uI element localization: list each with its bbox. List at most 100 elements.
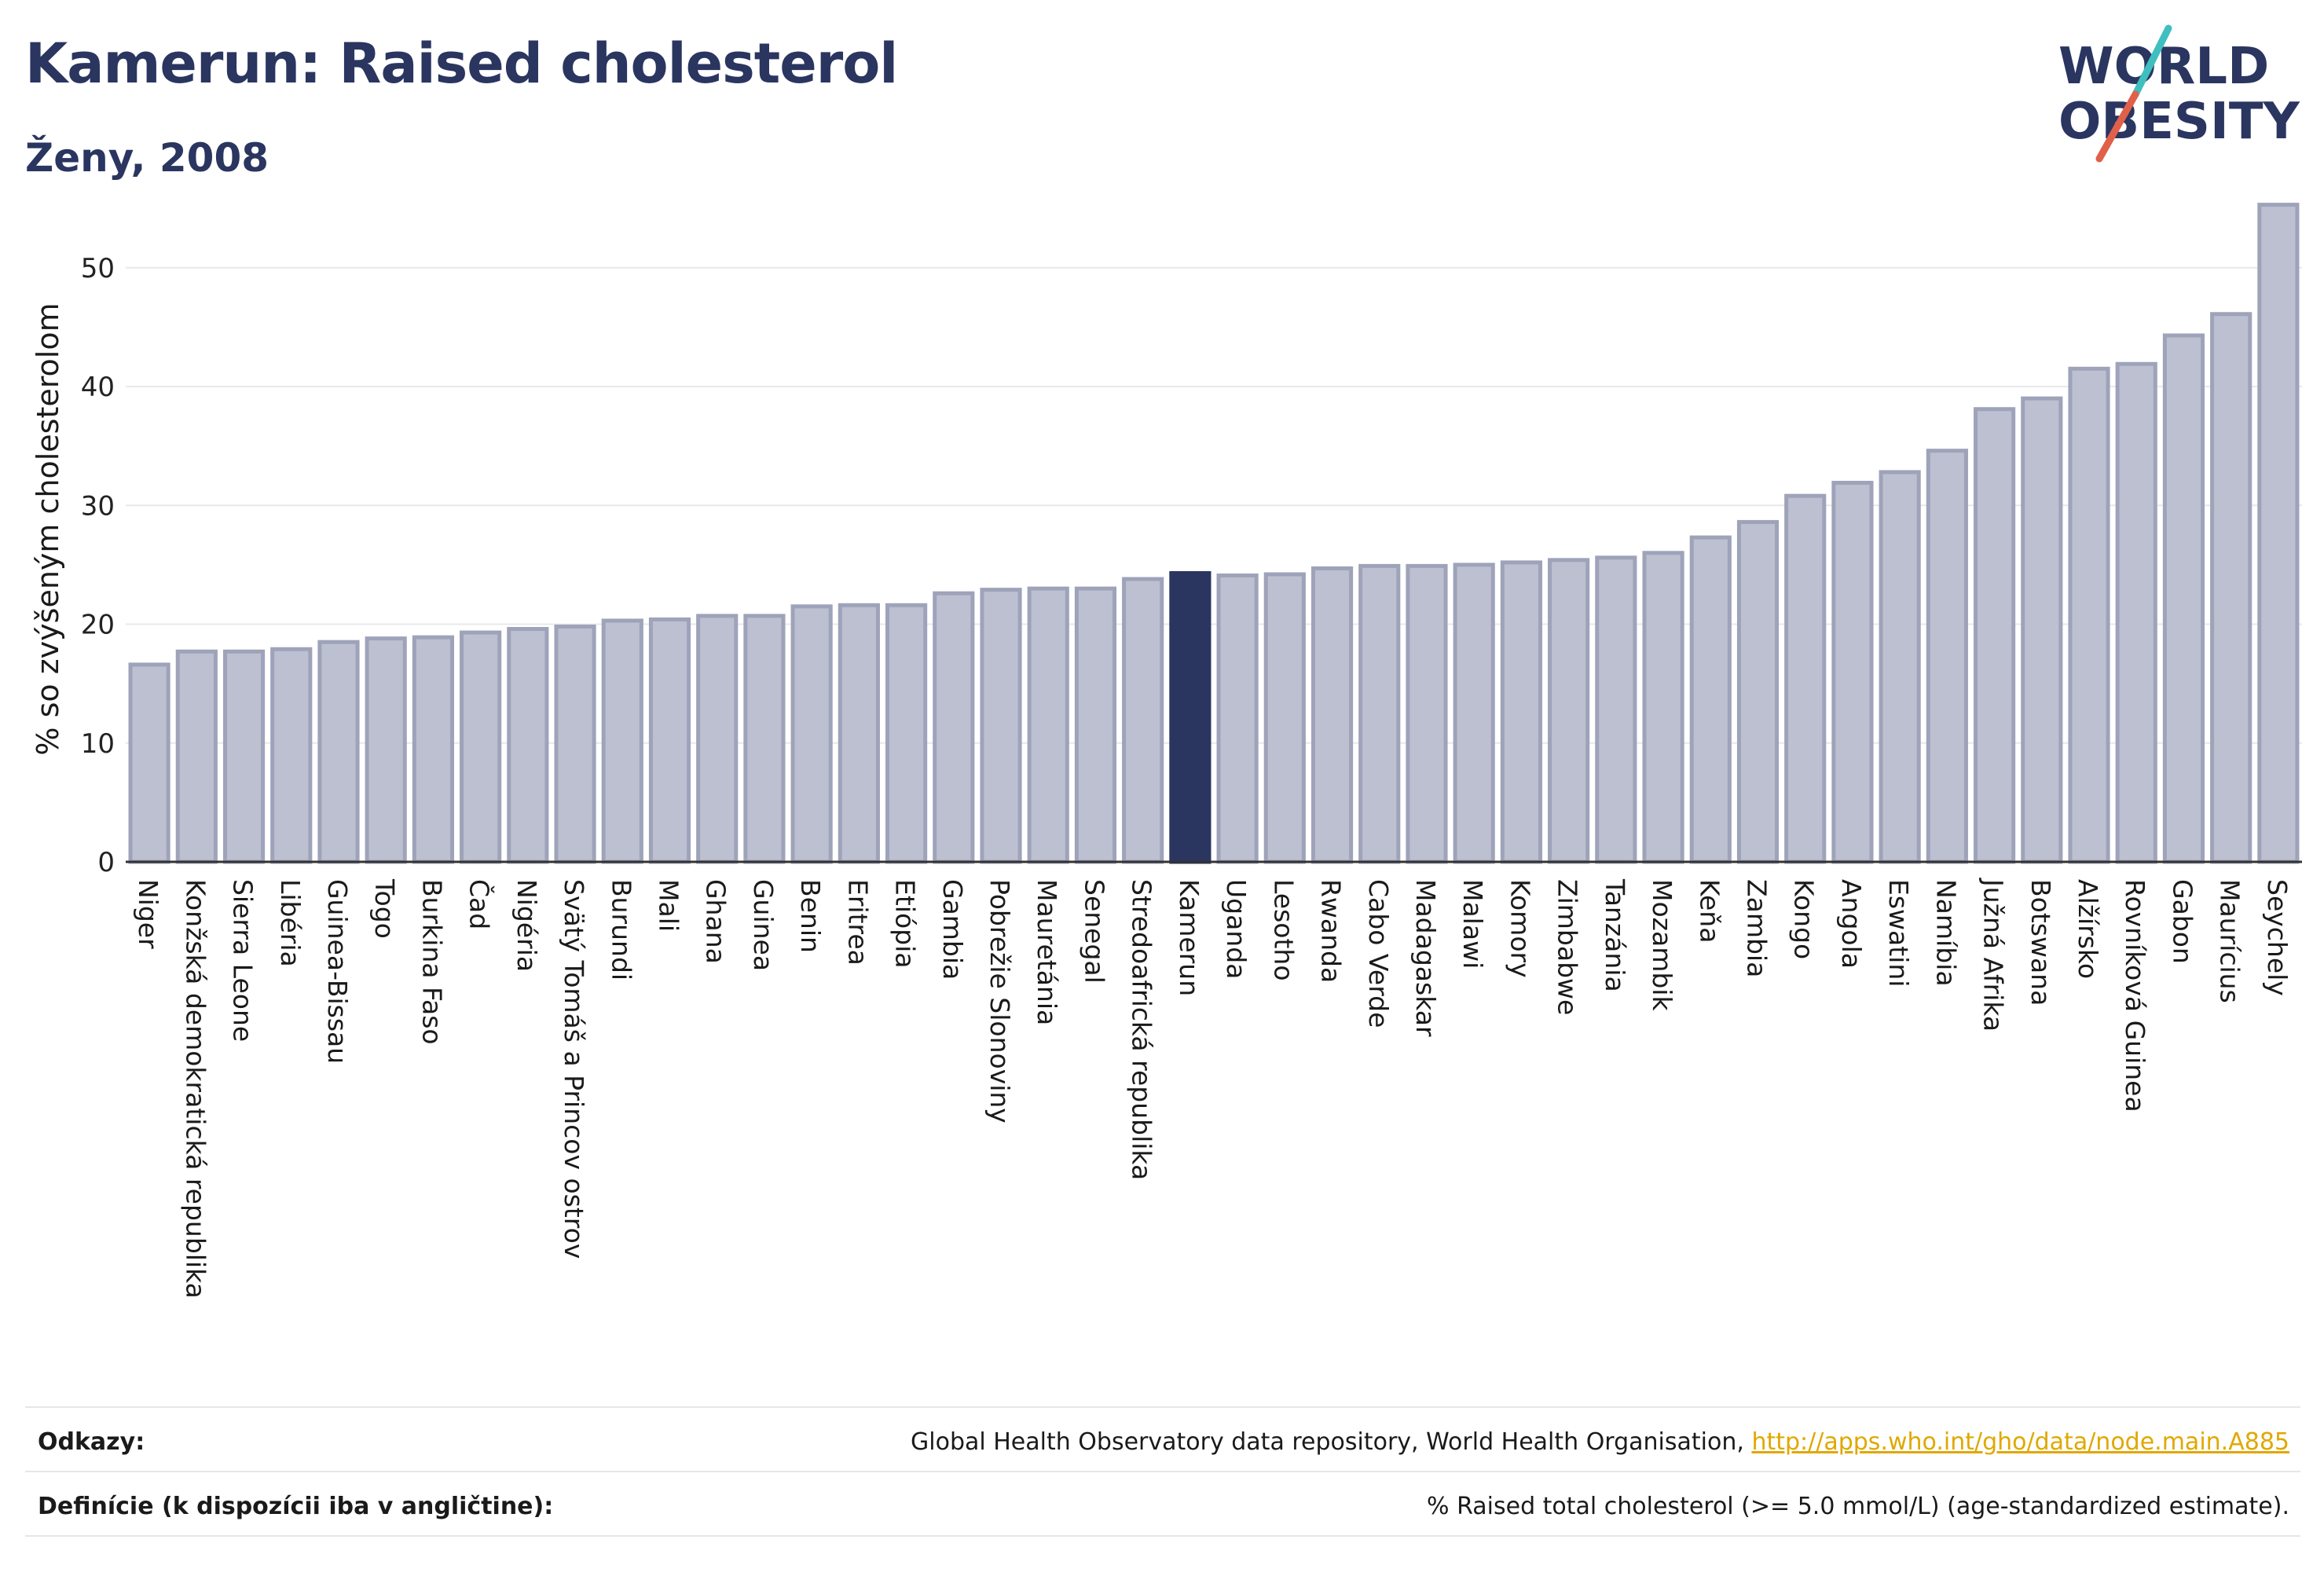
bar <box>2210 312 2253 864</box>
x-tick-label: Gambia <box>937 879 968 980</box>
bar <box>838 603 880 864</box>
bar <box>1879 470 1921 864</box>
x-tick-label: Uganda <box>1221 879 1252 979</box>
x-tick-label: Nigéria <box>511 879 542 972</box>
chart-title: Kamerun: Raised cholesterol <box>25 31 898 96</box>
logo-line2: OBESITY <box>2058 93 2300 151</box>
bar <box>933 591 975 864</box>
x-tick-label: Kongo <box>1789 879 1820 959</box>
x-tick-label: Maurícius <box>2215 879 2245 1003</box>
x-axis-labels: Niger Konžská demokratická republika Sierr… <box>133 878 2293 1299</box>
x-tick-label: Ghana <box>701 879 731 964</box>
bar <box>980 588 1022 864</box>
bar <box>507 627 549 864</box>
bar <box>1595 555 1637 864</box>
bar <box>1689 535 1732 864</box>
x-tick-label: Sierra Leone <box>228 879 258 1042</box>
sources-text: Global Health Observatory data repositor… <box>911 1428 2289 1456</box>
bar <box>2257 203 2300 864</box>
y-axis-title: % so zvýšeným cholesterolom <box>31 302 65 755</box>
bar <box>1548 558 1590 864</box>
bar <box>1074 586 1117 864</box>
x-tick-label: Angola <box>1836 879 1867 969</box>
bar <box>790 604 833 864</box>
bar <box>175 649 218 864</box>
sources-label: Odkazy: <box>38 1428 145 1456</box>
x-tick-label: Lesotho <box>1268 879 1299 981</box>
bar <box>1358 563 1401 864</box>
y-axis: 0 10 20 30 40 50 <box>81 253 115 878</box>
bar <box>601 618 643 864</box>
bar <box>1310 566 1354 864</box>
bar <box>2021 396 2063 864</box>
bar <box>743 614 786 864</box>
y-tick-label: 0 <box>97 847 115 878</box>
x-tick-label: Madagaskar <box>1410 879 1441 1037</box>
y-tick-label: 40 <box>81 372 115 403</box>
x-tick-label: Komory <box>1505 879 1535 978</box>
x-tick-label: Senegal <box>1079 879 1109 984</box>
x-tick-label: Guinea <box>748 879 779 971</box>
x-tick-label: Malawi <box>1457 879 1488 969</box>
sources-description: Global Health Observatory data repositor… <box>911 1428 1752 1456</box>
bar <box>554 625 596 864</box>
bars <box>128 203 2300 864</box>
x-tick-label: Eritrea <box>842 879 873 966</box>
bar <box>1027 586 1069 864</box>
bar <box>2162 333 2205 864</box>
bar <box>1926 449 1968 864</box>
x-tick-label: Burkina Faso <box>416 879 447 1045</box>
bar <box>222 649 266 864</box>
x-tick-label: Pobrežie Slonoviny <box>984 879 1015 1123</box>
bar <box>1974 407 2016 864</box>
bar <box>2068 366 2110 864</box>
x-tick-label: Eswatini <box>1883 879 1914 987</box>
x-tick-label: Guinea-Bissau <box>322 879 353 1064</box>
chart-subtitle: Ženy, 2008 <box>25 135 269 181</box>
x-tick-label: Cabo Verde <box>1363 879 1394 1028</box>
bar <box>270 647 313 864</box>
bar <box>317 640 360 864</box>
bar <box>1406 563 1448 864</box>
y-tick-label: 30 <box>81 490 115 522</box>
x-tick-label: Namíbia <box>1930 879 1961 987</box>
x-tick-label: Čad <box>464 879 496 929</box>
x-tick-label: Južná Afrika <box>1978 878 2009 1032</box>
y-tick-label: 20 <box>81 610 115 641</box>
bar <box>885 603 928 864</box>
x-tick-label: Rovníková Guinea <box>2120 879 2150 1112</box>
bar <box>1263 572 1306 864</box>
x-tick-label: Stredoafrická republika <box>1127 879 1157 1180</box>
x-tick-label: Mauretánia <box>1032 879 1062 1025</box>
x-tick-label: Keňa <box>1694 879 1725 943</box>
bar <box>1500 560 1542 864</box>
bar <box>648 617 691 864</box>
footer-divider-top <box>25 1406 2300 1408</box>
x-tick-label: Mali <box>654 879 684 932</box>
x-tick-label: Niger <box>133 879 163 949</box>
definitions-text: % Raised total cholesterol (>= 5.0 mmol/… <box>1427 1493 2289 1520</box>
x-tick-label: Togo <box>369 878 400 939</box>
x-tick-label: Libéria <box>275 879 306 967</box>
sources-link[interactable]: http://apps.who.int/gho/data/node.main.A… <box>1751 1428 2289 1456</box>
x-tick-label: Botswana <box>2025 879 2056 1006</box>
x-tick-label: Kamerun <box>1174 879 1204 996</box>
footer-divider-bottom <box>25 1535 2300 1537</box>
bar <box>1784 493 1827 864</box>
bar <box>412 635 455 864</box>
footer-divider-middle <box>25 1471 2300 1472</box>
definitions-label: Definície (k dispozícii iba v angličtine… <box>38 1493 554 1520</box>
x-tick-label: Alžírsko <box>2073 879 2103 979</box>
x-tick-label: Gabon <box>2167 879 2198 964</box>
logo-slash-bottom <box>2095 90 2139 163</box>
logo-line1: WORLD <box>2058 38 2269 96</box>
x-tick-label: Benin <box>795 879 826 953</box>
bar <box>1831 481 1874 864</box>
x-tick-label: Zambia <box>1742 879 1772 977</box>
bar-chart: 0 10 20 30 40 50 Niger Konžská demokratická re… <box>31 203 2302 1299</box>
y-tick-label: 50 <box>81 253 115 284</box>
bar <box>2115 361 2157 864</box>
bar <box>128 662 170 864</box>
x-tick-label: Etiópia <box>890 879 921 969</box>
x-tick-label: Svätý Tomáš a Princov ostrov <box>559 879 589 1259</box>
